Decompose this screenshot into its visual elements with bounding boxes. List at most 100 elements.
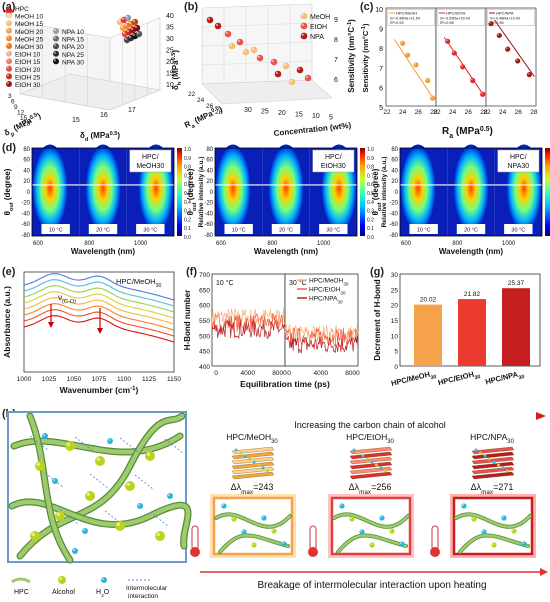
panel-h-legend-water-icon-fill xyxy=(101,577,107,583)
panel-d-y-tick: -40 xyxy=(204,211,213,217)
panel-c-fit-line xyxy=(393,39,435,101)
panel-h-water-ball xyxy=(72,548,78,554)
panel-b-data-point-shine xyxy=(207,17,210,20)
panel-e-spectrum-line xyxy=(23,309,175,337)
panel-b-data-point xyxy=(242,48,250,56)
panel-d-x-axis-label: Wavelength (nm) xyxy=(439,247,503,256)
panel-a-data-point-shine xyxy=(121,17,124,20)
panel-h-legend-water-icon xyxy=(101,577,107,583)
panel-b-ra-tick: 22 xyxy=(188,91,196,98)
panel-a-legend-marker-fill xyxy=(6,20,12,27)
panel-h-stack-particle xyxy=(266,469,269,473)
panel-h-box-particle-shine xyxy=(370,543,372,545)
panel-h-box-particle-shine xyxy=(482,530,484,532)
panel-h-box-fiber xyxy=(454,513,532,528)
panel-g-bar xyxy=(502,288,530,366)
panel-h-alcohol-ball xyxy=(115,521,125,531)
panel-b-data-point-shine xyxy=(243,49,246,53)
panel-a-dd-tick: 16 xyxy=(100,112,108,119)
panel-c-x-tick: 26 xyxy=(515,109,523,116)
panel-d-x-tick: 1000 xyxy=(134,241,148,247)
panel-a-dh-axis-label: δh (MPa0.5) xyxy=(171,50,183,90)
panel-h-water-ball-shine xyxy=(72,548,75,551)
panel-a-legend-marker-fill xyxy=(53,50,59,57)
panel-h-box-particle-fill xyxy=(231,516,237,522)
panel-b-data-point xyxy=(228,42,236,50)
panel-h-legend-alcohol-icon-shine xyxy=(59,577,62,580)
panel-f-y-tick: 700 xyxy=(199,272,210,279)
panel-h-alcohol-ball-fill xyxy=(30,531,40,541)
panel-a-data-point-shine xyxy=(132,19,136,22)
panel-b-legend-marker-fill xyxy=(300,22,308,30)
panel-d-map-frame xyxy=(214,147,358,237)
panel-d-cbar-tick: 0.9 xyxy=(367,156,374,162)
panel-d-cbar-tick: 0.1 xyxy=(184,226,191,232)
panel-h-stack-particle-shine xyxy=(239,451,241,453)
panel-d-temp-label: 30 °C xyxy=(143,228,157,234)
panel-a-legend-label: EtOH 15 xyxy=(15,59,41,66)
panel-f-legend-label: HPC/MeOH30 xyxy=(309,278,349,287)
panel-h-legend-label: H2O xyxy=(96,589,110,599)
panel-d-cbar-tick: 0.2 xyxy=(367,217,374,223)
panel-e-x-tick: 1025 xyxy=(42,376,57,383)
panel-c-x-tick: 22 xyxy=(483,109,491,116)
panel-a-data-point-shine xyxy=(130,27,134,30)
panel-d-temp-label: 10 °C xyxy=(49,228,63,234)
panel-b-data-point-fill xyxy=(282,62,290,70)
panel-h-helix-layer xyxy=(349,471,393,480)
panel-d-map-title: EtOH30 xyxy=(321,163,346,170)
panel-c-x-tick: 24 xyxy=(449,109,457,116)
panel-a-legend-marker xyxy=(6,12,12,19)
panel-a-legend-marker-shine xyxy=(6,43,9,46)
panel-a-legend-marker-fill xyxy=(53,58,59,65)
panel-d-temp-label: 20 °C xyxy=(279,228,293,234)
panel-b-data-point-fill xyxy=(224,30,232,38)
panel-h-box-particle-fill xyxy=(379,515,385,521)
panel-b-data-point-shine xyxy=(257,55,260,59)
panel-d-temp-box xyxy=(224,224,253,234)
panel-b-legend-marker xyxy=(300,22,308,30)
panel-b-data-point-shine xyxy=(275,71,278,74)
panel-label-b: (b) xyxy=(184,1,199,13)
panel-a-data-point-shine xyxy=(117,19,120,22)
panel-d-y-tick: 80 xyxy=(391,147,398,153)
panel-d-cbar-label: Relative intensity (a.u.) xyxy=(381,157,388,228)
panel-h-water-ball-shine xyxy=(82,528,85,531)
panel-c-data-point xyxy=(496,32,502,39)
panel-a-legend-marker-shine xyxy=(53,59,56,62)
panel-a-legend-marker xyxy=(6,81,12,87)
panel-a-hpc-star-icon xyxy=(3,6,15,17)
panel-h-stack-particle xyxy=(370,460,374,464)
panel-b-y-tick: 8 xyxy=(334,37,338,44)
panel-f-x-axis-label: Equilibration time (ps) xyxy=(240,379,330,389)
panel-h-box-particle-shine xyxy=(380,516,382,518)
panel-h-box-particle-shine xyxy=(262,516,264,518)
panel-a-legend-marker xyxy=(53,43,59,50)
panel-h-box-particle xyxy=(521,541,527,547)
panel-h-stack-particle-fill xyxy=(234,448,238,452)
panel-a-legend-marker xyxy=(6,58,12,65)
panel-c-legend-box xyxy=(387,9,435,26)
panel-g-category-label: HPC/MeOH30 xyxy=(390,368,437,391)
panel-label-e: (e) xyxy=(2,266,16,278)
panel-c-data-point xyxy=(480,91,486,97)
panel-h-stack-particle-shine xyxy=(352,448,354,450)
panel-a-legend-label: EtOH 30 xyxy=(15,82,41,89)
panel-d-x-tick: 1000 xyxy=(502,241,516,247)
panel-h-stack-particle xyxy=(366,457,369,461)
panel-d-y-tick: 60 xyxy=(391,158,398,164)
panel-e-x-axis-label: Wavenumber (cm-1) xyxy=(60,385,139,395)
panel-a-legend-marker-fill xyxy=(6,12,12,19)
panel-d-y-tick: 60 xyxy=(206,158,213,164)
panel-h-alcohol-ball-shine xyxy=(156,532,160,536)
panel-h-water-ball-shine xyxy=(52,478,55,481)
panel-h-box-particle xyxy=(511,528,517,534)
panel-h-box-particle-shine xyxy=(492,543,494,545)
panel-a-legend-label: MeOH 25 xyxy=(15,36,44,43)
panel-h-alcohol-ball xyxy=(65,441,75,451)
panel-h-stack-particle xyxy=(252,460,256,464)
panel-c-data-point-shine xyxy=(505,47,508,50)
panel-h-helix-layer xyxy=(349,451,393,460)
panel-h-legend-label: HPC xyxy=(14,589,29,596)
panel-e-x-tick: 1150 xyxy=(167,376,181,383)
